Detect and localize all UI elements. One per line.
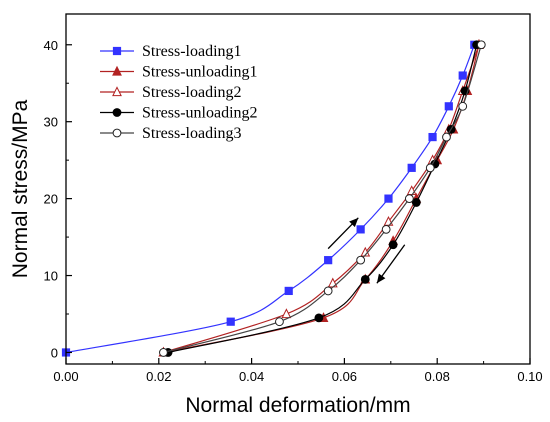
y-tick-label: 40 <box>44 38 58 53</box>
arrow-head <box>349 217 359 228</box>
series-line <box>163 44 480 354</box>
legend-item: Stress-loading2 <box>100 84 242 101</box>
data-point <box>112 86 122 97</box>
data-point <box>112 108 122 117</box>
data-point <box>281 308 292 319</box>
data-point <box>458 71 467 80</box>
legend-item: Stress-unloading1 <box>100 64 258 81</box>
data-point <box>360 274 370 284</box>
legend-label: Stress-unloading2 <box>142 105 258 122</box>
data-point <box>384 194 393 203</box>
legend-label: Stress-loading1 <box>142 43 242 60</box>
data-point <box>411 198 421 207</box>
data-point <box>444 102 453 111</box>
data-point <box>112 128 122 138</box>
legend-label: Stress-unloading1 <box>142 64 258 81</box>
data-point <box>476 40 486 50</box>
legend-item: Stress-loading3 <box>100 125 242 142</box>
y-tick-label: 10 <box>44 269 58 284</box>
y-tick-label: 0 <box>51 345 58 360</box>
data-point <box>428 132 437 142</box>
data-point <box>388 240 398 250</box>
data-point <box>356 255 366 265</box>
legend-label: Stress-loading2 <box>142 84 242 101</box>
legend-item: Stress-loading1 <box>100 43 242 60</box>
y-axis-title: Normal stress/MPa <box>9 99 32 278</box>
arrow-head <box>376 273 386 284</box>
data-point <box>314 313 324 323</box>
annotations <box>327 217 406 284</box>
data-point <box>112 65 122 76</box>
series-5 <box>159 40 486 357</box>
x-tick-label: 0.00 <box>53 369 78 384</box>
data-point <box>458 101 468 111</box>
x-axis-title: Normal deformation/mm <box>185 394 410 417</box>
data-point <box>112 46 122 56</box>
x-tick-label: 0.04 <box>239 369 264 384</box>
data-point <box>226 317 235 326</box>
y-tick-label: 30 <box>44 115 58 130</box>
legend-label: Stress-loading3 <box>142 125 242 142</box>
x-tick-label: 0.06 <box>332 369 357 384</box>
data-point <box>442 132 451 142</box>
data-point <box>404 194 414 204</box>
series-line <box>65 44 475 354</box>
data-point <box>324 256 333 265</box>
data-point <box>407 163 416 172</box>
legend: Stress-loading1 Stress-unloading1 Stress-l… <box>100 43 258 142</box>
x-axis: 0.00 0.02 0.04 0.06 0.08 0.10 <box>53 358 543 384</box>
data-point <box>284 286 293 296</box>
y-axis: 0 10 20 30 40 <box>44 38 72 360</box>
arrow-up <box>327 217 359 250</box>
data-point <box>356 225 365 234</box>
data-point <box>425 163 435 173</box>
y-tick-label: 20 <box>44 192 58 207</box>
arrow-down <box>376 244 406 284</box>
x-tick-label: 0.02 <box>146 369 171 384</box>
data-point <box>275 317 284 327</box>
series-line <box>163 44 482 354</box>
legend-item: Stress-unloading2 <box>100 105 258 122</box>
data-point <box>159 348 168 357</box>
plot-area <box>61 39 486 357</box>
x-tick-label: 0.08 <box>425 369 450 384</box>
data-point <box>381 224 391 234</box>
x-tick-label: 0.10 <box>517 369 542 384</box>
data-point <box>323 286 333 296</box>
